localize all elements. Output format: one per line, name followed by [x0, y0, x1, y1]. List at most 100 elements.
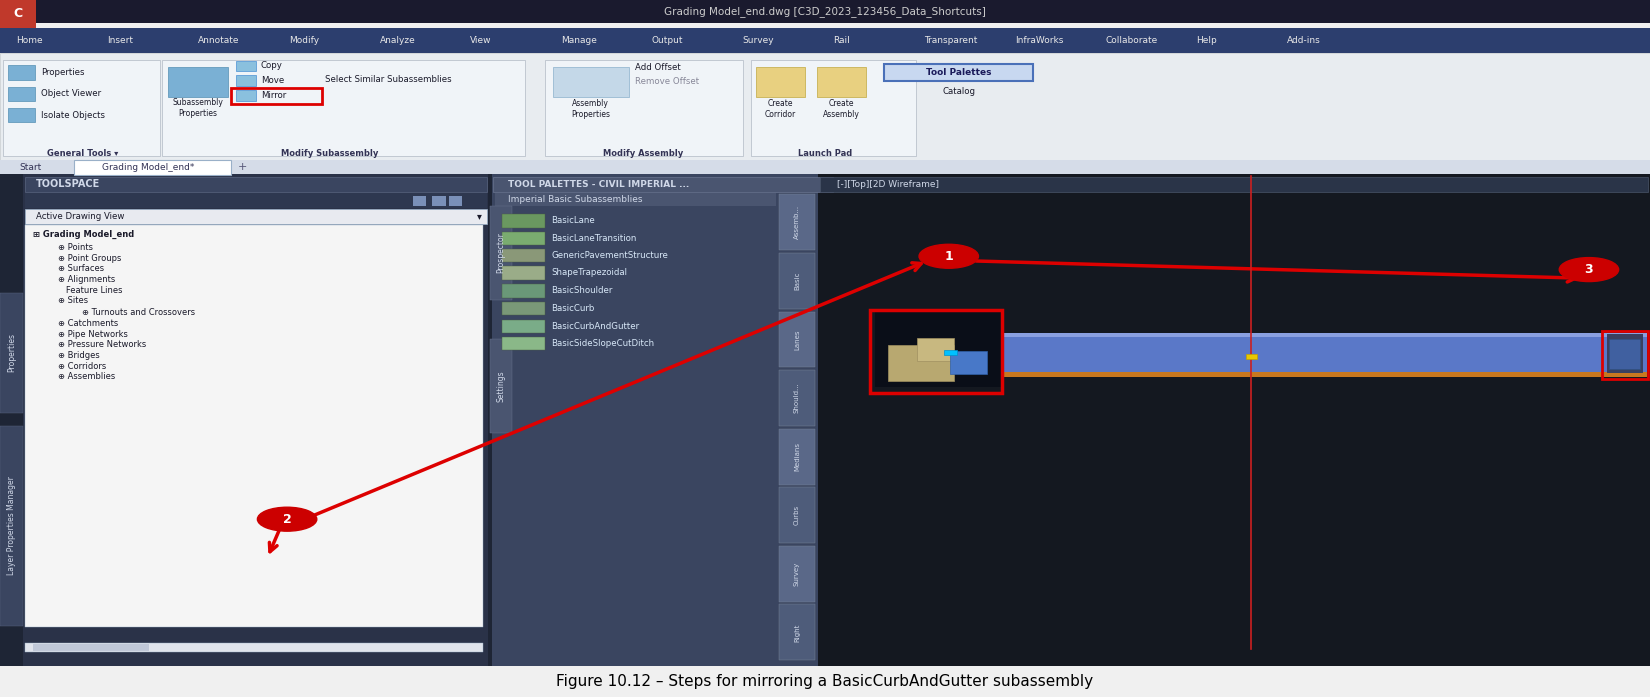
Text: Create
Corridor: Create Corridor: [766, 100, 795, 119]
FancyBboxPatch shape: [168, 66, 228, 96]
Text: ⊕ Turnouts and Crossovers: ⊕ Turnouts and Crossovers: [82, 308, 196, 317]
Text: Imperial Basic Subassemblies: Imperial Basic Subassemblies: [508, 195, 644, 204]
FancyBboxPatch shape: [502, 302, 544, 315]
Text: Layer Properties Manager: Layer Properties Manager: [7, 477, 16, 575]
FancyBboxPatch shape: [162, 60, 525, 156]
FancyBboxPatch shape: [25, 193, 487, 208]
FancyBboxPatch shape: [779, 370, 815, 426]
Text: Modify Assembly: Modify Assembly: [604, 148, 683, 158]
FancyBboxPatch shape: [495, 193, 776, 206]
Text: Remove Offset: Remove Offset: [635, 77, 700, 86]
Text: Assemb...: Assemb...: [794, 205, 800, 239]
Text: Annotate: Annotate: [198, 36, 239, 45]
FancyBboxPatch shape: [820, 177, 1648, 192]
FancyBboxPatch shape: [432, 197, 446, 206]
FancyBboxPatch shape: [502, 337, 544, 350]
FancyBboxPatch shape: [412, 197, 426, 206]
Text: Grading Model_end*: Grading Model_end*: [102, 162, 195, 171]
Text: Figure 10.12 – Steps for mirroring a BasicCurbAndGutter subassembly: Figure 10.12 – Steps for mirroring a Bas…: [556, 674, 1094, 689]
FancyBboxPatch shape: [888, 345, 954, 381]
FancyBboxPatch shape: [236, 75, 256, 86]
FancyBboxPatch shape: [25, 643, 483, 652]
FancyBboxPatch shape: [553, 67, 629, 96]
Text: ⊕ Point Groups: ⊕ Point Groups: [58, 254, 120, 263]
Text: Right: Right: [794, 623, 800, 641]
Text: Prospector: Prospector: [497, 233, 505, 273]
Text: BasicSideSlopeCutDitch: BasicSideSlopeCutDitch: [551, 339, 653, 348]
Text: Mirror: Mirror: [261, 91, 285, 100]
Text: BasicCurb: BasicCurb: [551, 304, 594, 313]
Text: ⊕ Surfaces: ⊕ Surfaces: [58, 264, 104, 273]
FancyBboxPatch shape: [874, 333, 1647, 337]
FancyBboxPatch shape: [944, 350, 957, 355]
Text: Start: Start: [20, 162, 41, 171]
FancyBboxPatch shape: [756, 67, 805, 96]
Text: ⊕ Pressure Networks: ⊕ Pressure Networks: [58, 340, 145, 349]
Text: GenericPavementStructure: GenericPavementStructure: [551, 251, 668, 260]
FancyBboxPatch shape: [25, 209, 487, 224]
Circle shape: [1559, 258, 1619, 282]
FancyBboxPatch shape: [779, 546, 815, 602]
Text: 3: 3: [1584, 263, 1594, 276]
Text: BasicLaneTransition: BasicLaneTransition: [551, 233, 637, 243]
Text: Select Similar Subassemblies: Select Similar Subassemblies: [325, 75, 452, 84]
Text: ⊕ Points: ⊕ Points: [58, 243, 92, 252]
Text: Assembly
Properties: Assembly Properties: [571, 100, 610, 119]
FancyBboxPatch shape: [544, 60, 742, 156]
Text: BasicLane: BasicLane: [551, 217, 596, 226]
Text: Medians: Medians: [794, 442, 800, 471]
Text: TOOLSPACE: TOOLSPACE: [36, 179, 101, 190]
Text: Output: Output: [652, 36, 683, 45]
FancyBboxPatch shape: [8, 66, 35, 80]
FancyBboxPatch shape: [884, 64, 1033, 82]
Text: Survey: Survey: [794, 562, 800, 586]
Text: Properties: Properties: [7, 333, 16, 372]
Text: View: View: [470, 36, 492, 45]
Text: [-][Top][2D Wireframe]: [-][Top][2D Wireframe]: [837, 180, 939, 189]
Circle shape: [919, 244, 978, 268]
Text: Transparent: Transparent: [924, 36, 977, 45]
Text: Modify: Modify: [289, 36, 318, 45]
FancyBboxPatch shape: [0, 293, 23, 413]
Text: ⊞ Grading Model_end: ⊞ Grading Model_end: [33, 230, 134, 239]
Text: Rail: Rail: [833, 36, 850, 45]
Text: ▾: ▾: [477, 211, 482, 222]
Text: Curbs: Curbs: [794, 505, 800, 526]
FancyBboxPatch shape: [493, 177, 833, 192]
Text: Manage: Manage: [561, 36, 597, 45]
Text: Grading Model_end.dwg [C3D_2023_123456_Data_Shortcuts]: Grading Model_end.dwg [C3D_2023_123456_D…: [663, 6, 987, 17]
Text: 2: 2: [282, 513, 292, 526]
FancyBboxPatch shape: [779, 253, 815, 309]
Text: Create
Assembly: Create Assembly: [823, 100, 860, 119]
Text: Isolate Objects: Isolate Objects: [41, 111, 106, 120]
Text: +: +: [238, 162, 248, 172]
Text: ⊕ Corridors: ⊕ Corridors: [58, 362, 106, 371]
FancyBboxPatch shape: [1607, 334, 1643, 373]
FancyBboxPatch shape: [502, 266, 544, 279]
Text: ⊕ Catchments: ⊕ Catchments: [58, 319, 119, 328]
FancyBboxPatch shape: [779, 604, 815, 660]
Text: General Tools ▾: General Tools ▾: [46, 148, 119, 158]
FancyBboxPatch shape: [236, 61, 256, 71]
Text: Help: Help: [1196, 36, 1218, 45]
Text: Move: Move: [261, 76, 284, 85]
Text: Catalog: Catalog: [942, 87, 975, 96]
Text: Active Drawing View: Active Drawing View: [36, 212, 125, 221]
FancyBboxPatch shape: [502, 249, 544, 262]
FancyBboxPatch shape: [0, 160, 1650, 174]
FancyBboxPatch shape: [779, 194, 815, 250]
FancyBboxPatch shape: [779, 312, 815, 367]
FancyBboxPatch shape: [490, 206, 512, 300]
FancyBboxPatch shape: [0, 28, 1650, 53]
FancyBboxPatch shape: [818, 174, 1650, 666]
FancyBboxPatch shape: [0, 0, 36, 28]
FancyBboxPatch shape: [23, 174, 488, 666]
FancyBboxPatch shape: [950, 351, 987, 374]
Text: Properties: Properties: [41, 68, 84, 77]
Text: Basic: Basic: [794, 272, 800, 290]
FancyBboxPatch shape: [874, 309, 1003, 388]
FancyBboxPatch shape: [502, 215, 544, 228]
Text: Insert: Insert: [107, 36, 134, 45]
FancyBboxPatch shape: [0, 174, 1650, 666]
FancyBboxPatch shape: [25, 177, 487, 192]
